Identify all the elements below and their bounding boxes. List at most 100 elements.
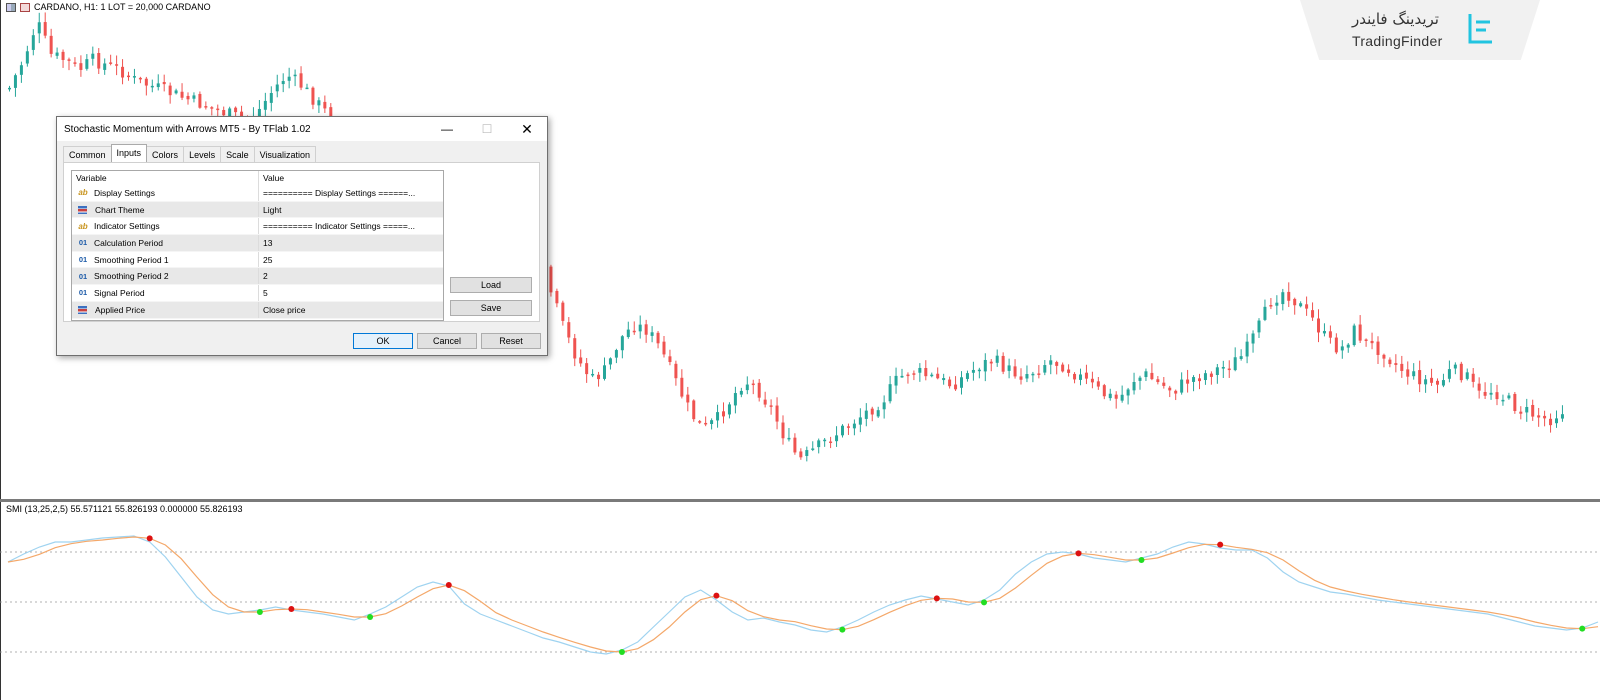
input-row[interactable]: Applied Price Close price [72,301,443,319]
tab-visualization[interactable]: Visualization [253,146,316,165]
candle-body [1073,373,1077,380]
chart-check-icon[interactable] [20,2,30,12]
candle-body [85,59,89,69]
candle-body [228,108,232,117]
candle-body [751,383,755,386]
string-type-icon: ab [78,188,88,198]
candle-body [1192,377,1196,382]
variable-value[interactable]: 5 [263,287,268,298]
candle-body [632,330,636,333]
variable-value[interactable]: ========== Display Settings ======... [263,187,416,198]
close-icon[interactable]: ✕ [521,120,533,137]
candle-body [1108,393,1112,399]
candle-body [841,425,844,436]
sell-arrow [146,535,153,542]
candle-body [204,106,208,108]
ok-button[interactable]: OK [353,333,413,349]
candle-body [55,52,59,56]
integer-type-icon: 01 [78,238,88,248]
minimize-icon[interactable]: — [441,122,453,136]
candle-body [614,350,618,358]
cancel-button[interactable]: Cancel [417,333,477,349]
smi-indicator-pane[interactable] [0,502,1600,700]
variable-value[interactable]: ========== Indicator Settings =====... [263,221,415,232]
save-button[interactable]: Save [450,300,532,316]
candle-body [1441,380,1445,386]
chart-grid-icon[interactable] [6,2,16,12]
input-row[interactable]: ab Indicator Settings ========== Indicator… [72,218,443,236]
candle-body [1507,395,1511,399]
buy-arrow [1138,557,1145,563]
candle-body [805,450,809,456]
candle-body [269,93,273,103]
pane-divider[interactable] [0,499,1600,502]
candle-body [900,375,904,378]
input-row[interactable]: 01 Smoothing Period 2 2 [72,268,443,286]
candle-body [91,53,95,59]
candle-body [763,399,767,405]
candle-body [983,359,987,372]
candle-body [1257,320,1261,333]
candle-body [1430,377,1434,383]
variable-name: Applied Price [95,304,146,315]
load-button[interactable]: Load [450,277,532,293]
enum-type-icon [78,305,87,314]
candle-body [1501,399,1505,402]
candle-body [1049,360,1053,365]
candle-body [787,437,791,440]
variable-name: Indicator Settings [94,221,160,232]
input-row[interactable]: ab Display Settings ========== Display Set… [72,185,443,202]
candle-body [1245,341,1249,357]
candle-body [1203,373,1207,381]
candle-body [930,374,934,377]
candle-body [210,107,214,109]
candle-body [1209,373,1213,377]
candle-body [317,100,321,106]
candle-body [1055,362,1059,366]
candle-body [626,329,630,338]
candle-body [1400,363,1404,371]
sell-arrow [933,595,940,602]
variable-value[interactable]: Close price [263,304,306,315]
variable-value[interactable]: 13 [263,237,273,248]
candle-body [1328,331,1332,338]
input-row[interactable]: Chart Theme Light [72,201,443,219]
candle-body [971,369,975,373]
candle-body [1471,373,1475,382]
candle-body [561,302,565,321]
column-header-value[interactable]: Value [263,173,285,183]
input-row[interactable]: 01 Calculation Period 13 [72,235,443,252]
candle-body [960,377,963,388]
candle-body [1013,366,1017,377]
candle-body [585,363,589,375]
column-header-variable[interactable]: Variable [72,171,259,185]
candle-body [1067,369,1071,373]
logo-background [1300,0,1540,60]
dialog-titlebar[interactable]: Stochastic Momentum with Arrows MT5 - By… [57,117,547,141]
indicator-header: SMI (13,25,2,5) 55.571121 55.826193 0.00… [6,504,243,514]
input-row[interactable]: 01 Signal Period 5 [72,285,443,302]
candle-body [1317,318,1320,333]
candle-body [1090,378,1094,383]
input-row[interactable]: 01 Smoothing Period 1 25 [72,251,443,269]
candle-body [1412,371,1416,377]
candle-body [662,341,666,355]
candle-body [103,63,107,70]
candle-body [1382,354,1386,359]
tab-inputs[interactable]: Inputs [110,144,148,163]
candle-body [79,63,83,70]
candle-body [894,375,898,386]
candle-body [127,75,130,78]
variable-value[interactable]: Light [263,204,282,215]
variable-value[interactable]: 25 [263,254,273,265]
candle-body [1543,415,1547,419]
reset-button[interactable]: Reset [481,333,541,349]
candle-body [329,107,333,123]
candle-body [876,410,880,417]
candle-body [305,87,309,90]
candle-body [73,62,77,64]
candle-body [1424,379,1428,385]
maximize-icon: ☐ [481,122,493,136]
candle-body [216,108,220,111]
variable-value[interactable]: 2 [263,271,268,282]
